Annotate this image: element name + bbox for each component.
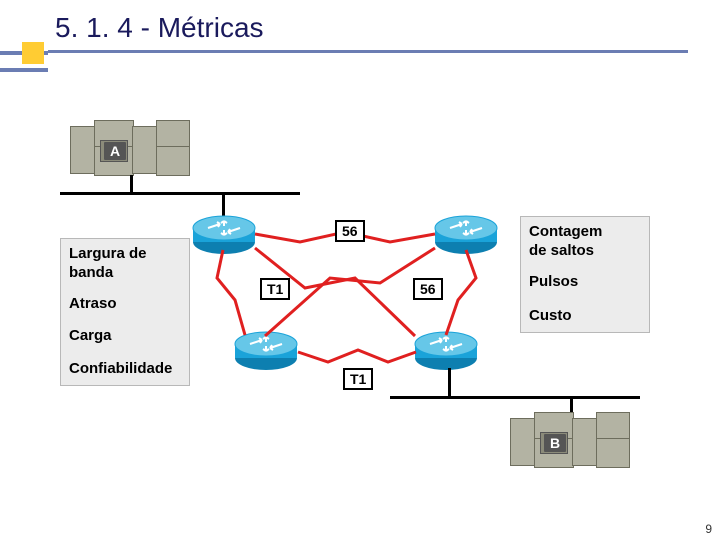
link-badge-bottom: T1 [343,368,373,390]
slide-title-bar: 5. 1. 4 - Métricas [0,6,720,54]
metrics-panel-left: Largura de banda Atraso Carga Confiabili… [60,238,190,386]
metric-label: Largura de banda [69,245,181,283]
host-b-label: B [544,434,566,452]
metrics-panel-right: Contagem de saltos Pulsos Custo [520,216,650,333]
host-a-server: A [70,120,190,182]
network-diagram: A [60,120,660,500]
lan-segment-a [60,192,300,195]
page-number: 9 [705,522,712,536]
metric-label: Confiabilidade [69,360,181,379]
host-b-server: B [510,412,630,474]
metric-label: Pulsos [529,273,641,292]
link-badge-mid-right: 56 [413,278,443,300]
link-left [215,250,255,340]
title-accent-stripe [0,68,48,72]
metric-label: Atraso [69,295,181,314]
link-badge-top: 56 [335,220,365,242]
metric-label: Carga [69,327,181,346]
slide-title: 5. 1. 4 - Métricas [55,12,264,44]
host-a-drop [130,175,133,193]
router-br-drop [448,368,451,396]
link-right [458,250,488,340]
link-badge-mid-left: T1 [260,278,290,300]
metric-label: Custo [529,307,641,326]
title-underline [48,50,688,53]
host-a-label: A [104,142,126,160]
lan-segment-b [390,396,640,399]
metric-label: Contagem de saltos [529,223,641,261]
title-accent-square [22,42,44,64]
